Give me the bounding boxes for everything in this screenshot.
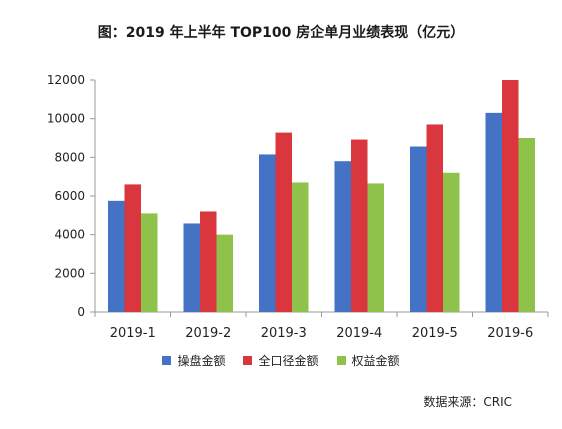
bar-0-5	[485, 112, 502, 312]
legend-label-1: 全口径金额	[258, 354, 319, 368]
bar-2-1	[216, 234, 233, 312]
x-tick-label-3: 2019-4	[336, 326, 382, 341]
bar-0-2	[259, 154, 276, 312]
y-tick-label-2: 4000	[54, 228, 85, 242]
bar-1-1	[200, 211, 217, 312]
bar-2-4	[443, 172, 460, 312]
x-tick-label-4: 2019-5	[412, 326, 458, 341]
y-tick-label-3: 6000	[54, 189, 85, 203]
legend-item-2: 权益金额	[336, 352, 400, 369]
y-tick-label-6: 12000	[47, 73, 85, 87]
bar-0-3	[334, 161, 351, 312]
source-note: 数据来源：CRIC	[423, 395, 512, 409]
y-tick-label-5: 10000	[47, 112, 85, 126]
legend-swatch-0	[162, 356, 172, 365]
x-tick-label-2: 2019-3	[261, 326, 307, 341]
y-tick-label-0: 0	[77, 305, 85, 319]
bar-2-0	[141, 213, 158, 312]
bar-2-2	[292, 182, 309, 312]
legend-swatch-1	[243, 356, 253, 365]
bar-2-5	[518, 138, 535, 312]
bar-1-2	[275, 132, 292, 312]
legend-item-1: 全口径金额	[243, 352, 319, 369]
bar-1-3	[351, 139, 368, 312]
chart-title: 图：2019 年上半年 TOP100 房企单月业绩表现（亿元）	[97, 25, 465, 41]
bar-1-0	[124, 184, 141, 312]
bar-2-3	[367, 183, 384, 312]
bar-1-4	[426, 124, 443, 312]
legend-label-0: 操盘金额	[177, 354, 226, 368]
bar-0-0	[108, 200, 125, 312]
bar-0-1	[183, 223, 200, 312]
legend: 操盘金额 全口径金额 权益金额	[0, 352, 562, 369]
bar-0-4	[410, 146, 427, 312]
y-tick-label-1: 2000	[54, 266, 85, 280]
x-tick-label-1: 2019-2	[185, 326, 231, 341]
y-tick-label-4: 8000	[54, 150, 85, 164]
legend-label-2: 权益金额	[351, 354, 400, 368]
x-tick-label-0: 2019-1	[110, 326, 156, 341]
legend-swatch-2	[336, 356, 346, 365]
x-tick-label-5: 2019-6	[487, 326, 533, 341]
legend-item-0: 操盘金额	[162, 352, 225, 369]
bar-1-5	[502, 80, 519, 312]
